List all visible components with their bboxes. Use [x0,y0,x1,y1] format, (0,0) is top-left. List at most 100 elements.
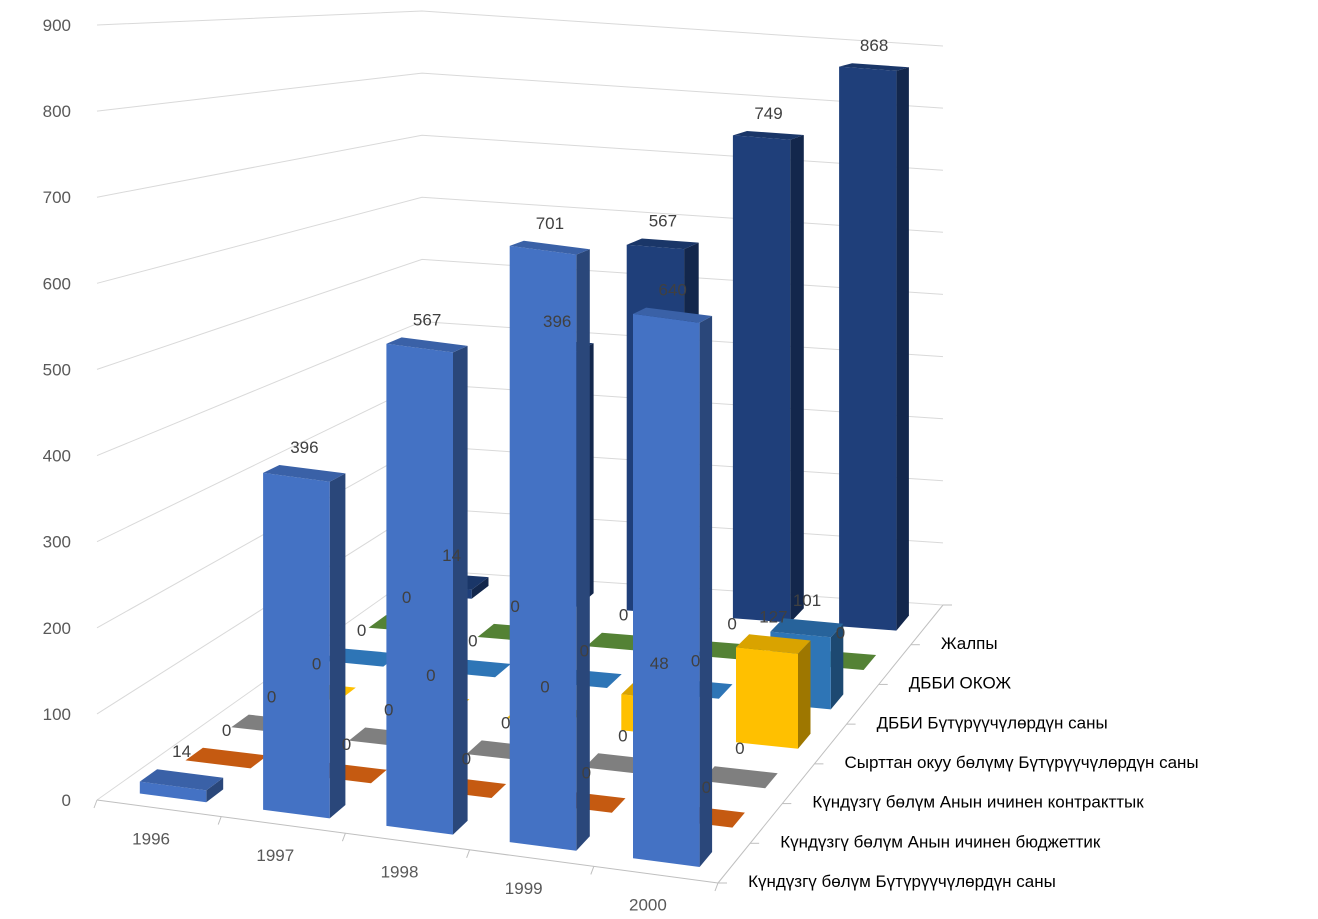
bar-side [206,777,224,803]
data-label: 0 [426,666,435,685]
series-label: Күндүзгү бөлүм Анын ичинен бюджеттик [780,832,1101,851]
y-tick-label: 100 [43,705,71,724]
bar-top [633,307,713,323]
bar-side [830,623,844,710]
x-tick-label: 1997 [256,846,294,865]
data-label: 48 [650,654,669,673]
data-label: 127 [759,607,787,626]
x-axis-ticks: 1996 1997 1998 1999 2000 [132,829,667,914]
bar [139,769,224,803]
bar [839,63,909,631]
bar-top [185,747,268,769]
data-label: 749 [754,104,782,123]
bar-top [139,769,224,791]
series-label: Күндүзгү бөлүм Бүтүрүүчүлөрдүн саны [748,872,1056,891]
data-label: 868 [860,36,888,55]
bar-top [701,766,778,789]
x-tick-label: 1998 [381,863,419,882]
bar-front [736,647,798,749]
bar-side [790,135,804,623]
chart-walls [93,10,952,892]
data-label: 0 [582,764,591,783]
depth-axis-line [717,604,944,884]
y-tick-label: 600 [43,274,71,293]
y-tick-label: 300 [43,533,71,552]
bar-top [263,465,346,482]
bar-front [509,245,577,851]
bar-side [896,67,909,631]
data-label: 0 [222,721,231,740]
bar [185,747,268,769]
data-label: 0 [735,739,744,758]
bar-side [576,249,590,851]
x-tick-mark [217,816,222,825]
bar-front [732,135,791,623]
bar-front [386,343,453,835]
y-tick-label: 500 [43,360,71,379]
bar-top [626,238,699,250]
data-label: 0 [312,654,321,673]
y-tick-label: 0 [62,791,71,810]
bar-front [139,781,207,803]
gridline [96,72,944,112]
x-tick-mark [93,799,98,809]
bars [139,63,909,867]
series-label: ДББИ Бүтүрүүчүлөрдүн саны [877,713,1108,732]
data-label: 0 [836,623,845,642]
data-label: 101 [793,591,821,610]
bar-side [329,473,346,819]
y-tick-label: 400 [43,447,71,466]
data-label: 14 [172,742,191,761]
y-tick-label: 800 [43,102,71,121]
series-label: Жалпы [941,634,998,653]
bar-top [839,63,909,71]
data-label: 0 [402,588,411,607]
data-label: 567 [649,212,677,231]
x-tick-mark [590,866,595,875]
data-label: 0 [462,749,471,768]
data-label: 640 [659,281,687,300]
bar-front [839,66,897,631]
x-tick-label: 1999 [505,879,543,898]
bar [509,240,590,851]
bar [386,337,468,835]
bar [263,465,346,819]
data-label: 0 [702,778,711,797]
bar-side [798,640,811,749]
bar [732,131,804,623]
bar-top [732,131,804,140]
x-axis-line [96,799,719,884]
data-label: 0 [501,713,510,732]
data-labels: 14 396 567 749 868 0 0 0 0 0 0 0 0 0 101 0 0 0 48 127 0 0 0 0 0 0… [172,36,888,797]
data-label: 567 [413,310,441,329]
data-label: 396 [543,312,571,331]
y-tick-label: 900 [43,16,71,35]
data-label: 0 [468,631,477,650]
bar-top [736,634,811,654]
data-label: 0 [691,652,700,671]
y-tick-label: 700 [43,188,71,207]
data-label: 0 [580,642,589,661]
series-label: ДББИ ОКОЖ [909,674,1012,693]
x-tick-mark [466,849,471,858]
x-tick-label: 1996 [132,829,170,848]
gridline [96,134,944,198]
bar-side [699,316,713,867]
bar [633,307,713,867]
bar-top [386,337,468,353]
data-label: 0 [619,606,628,625]
x-tick-mark [714,882,719,892]
data-label: 0 [618,726,627,745]
data-label: 0 [727,615,736,634]
data-label: 0 [267,688,276,707]
x-tick-mark [341,833,346,842]
x-tick-label: 2000 [629,896,667,915]
data-label: 14 [442,546,461,565]
bar-top [770,618,844,638]
data-label: 396 [290,438,318,457]
y-axis-ticks: 0 100 200 300 400 500 600 700 800 900 [43,16,71,810]
bar [736,634,811,749]
depth-axis-labels: Күндүзгү бөлүм Бүтүрүүчүлөрдүн саны Күндү… [748,634,1199,891]
data-label: 0 [510,597,519,616]
